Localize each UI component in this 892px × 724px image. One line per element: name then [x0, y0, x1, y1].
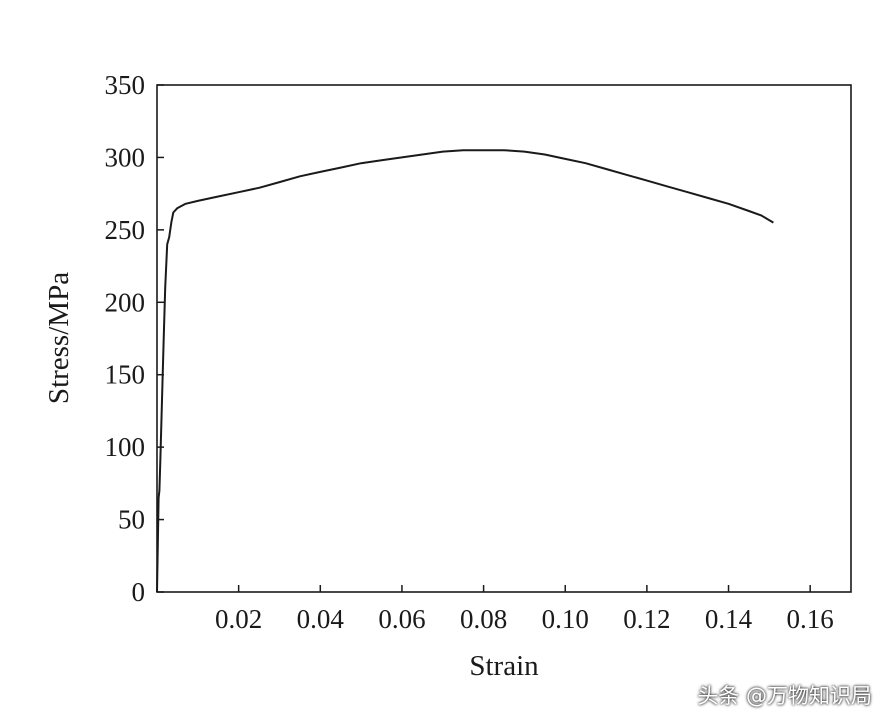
- y-tick-label: 350: [105, 70, 146, 100]
- x-axis-ticks: [237, 585, 811, 592]
- x-tick-label: 0.12: [623, 604, 670, 634]
- x-axis-title: Strain: [469, 650, 539, 682]
- y-tick-label: 0: [132, 577, 146, 607]
- y-axis-ticks: [157, 84, 164, 593]
- y-tick-label: 50: [118, 505, 145, 535]
- y-tick-label: 150: [105, 360, 146, 390]
- y-tick-label: 300: [105, 142, 146, 172]
- y-tick-label: 100: [105, 432, 146, 462]
- y-tick-label: 250: [105, 215, 146, 245]
- x-tick-label: 0.08: [460, 604, 507, 634]
- x-axis-tick-labels: 0.02 0.04 0.06 0.08 0.10 0.12 0.14 0.16: [215, 604, 834, 634]
- x-tick-label: 0.10: [542, 604, 589, 634]
- x-tick-label: 0.14: [705, 604, 753, 634]
- x-tick-label: 0.06: [378, 604, 425, 634]
- x-tick-label: 0.16: [787, 604, 834, 634]
- plot-frame: [156, 84, 852, 593]
- y-axis-title: Stress/MPa: [43, 272, 75, 404]
- x-tick-label: 0.02: [215, 604, 262, 634]
- stress-strain-curve: [156, 149, 774, 593]
- y-tick-label: 200: [105, 287, 146, 317]
- watermark: 头条 @万物知识局: [697, 684, 872, 708]
- y-axis-tick-labels: 0 50 100 150 200 250 300 350: [105, 70, 146, 607]
- x-tick-label: 0.04: [297, 604, 345, 634]
